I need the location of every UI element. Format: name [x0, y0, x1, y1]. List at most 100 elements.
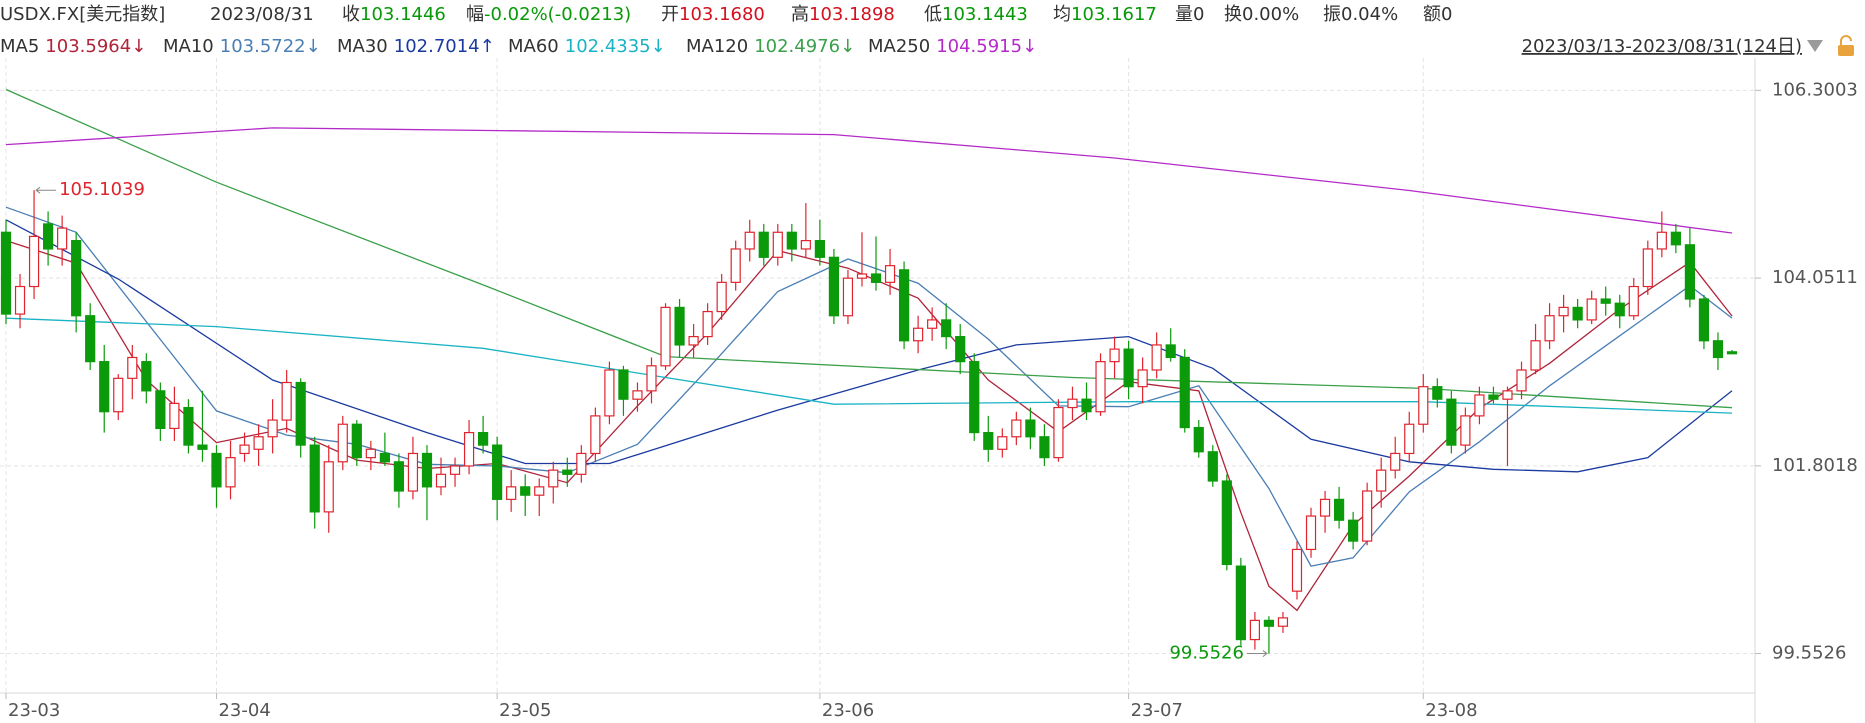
candle-body [1039, 436, 1050, 459]
candle-body [85, 315, 96, 363]
ma-line [5, 127, 1733, 234]
candle-body [323, 461, 334, 513]
field-value: 0.00% [1242, 4, 1299, 25]
legend-trend: ↓ [131, 36, 146, 57]
min-pointer [1246, 650, 1268, 657]
quote-field: 振0.04% [1323, 4, 1398, 25]
candle-body [716, 281, 727, 313]
candle-body [590, 415, 601, 455]
max-pointer [35, 186, 57, 194]
candle-body [856, 273, 868, 279]
field-label: 振 [1323, 4, 1341, 25]
candle-body [786, 231, 797, 250]
legend-trend: ↓ [840, 36, 855, 57]
field-value: 0.04% [1341, 4, 1398, 25]
candle-body [393, 461, 405, 492]
date-range[interactable]: 2023/03/13-2023/08/31(124日) [1522, 36, 1802, 57]
candle-body [449, 465, 461, 475]
candle-body [1235, 565, 1246, 641]
candle-body [1698, 298, 1710, 342]
candle-body [1319, 498, 1331, 517]
candle-body [1474, 394, 1485, 417]
y-tick-label: 99.5526 [1772, 643, 1846, 664]
x-tick-label: 23-06 [822, 700, 874, 721]
legend-trend: ↑ [480, 36, 495, 57]
quote-field: 换0.00% [1224, 4, 1299, 25]
candle-body [421, 452, 433, 488]
field-value: 103.1446 [360, 4, 446, 25]
candle-body [913, 327, 924, 342]
ma-line [5, 317, 1733, 414]
candle-body [548, 469, 559, 488]
lock-icon[interactable] [1838, 35, 1854, 56]
candle-body [42, 223, 54, 250]
candle-body [1530, 340, 1541, 371]
candle-body [407, 452, 419, 492]
candle-body [1418, 386, 1429, 425]
legend-entry: MA5 103.5964↓ [0, 36, 146, 57]
candle-body [688, 336, 699, 346]
candle-body [1362, 490, 1373, 542]
candle-body [983, 431, 994, 450]
legend-value: 104.5915 [936, 36, 1022, 57]
candle-body [520, 486, 531, 496]
legend-name: MA5 [0, 36, 39, 57]
candle-body [1628, 285, 1639, 317]
candle-body [99, 361, 110, 413]
x-tick-label: 23-07 [1131, 700, 1183, 721]
dropdown-arrow[interactable] [1807, 40, 1823, 52]
candle-body [969, 361, 980, 434]
candle-body [660, 306, 671, 367]
candle-body [730, 248, 741, 283]
candle-body [197, 444, 208, 450]
candle-body [1165, 344, 1176, 359]
candle-body [1095, 361, 1106, 413]
legend-value: 103.5964 [45, 36, 131, 57]
legend-name: MA10 [163, 36, 214, 57]
field-value: 103.1898 [809, 4, 895, 25]
candle-body [800, 240, 811, 250]
candle-body [632, 390, 643, 400]
candle-body [828, 256, 840, 317]
legend-value: 102.7014 [394, 36, 480, 57]
candle-body [1544, 315, 1555, 342]
legend-value: 103.5722 [220, 36, 306, 57]
lock-shackle [1840, 35, 1852, 46]
candle-body [379, 452, 390, 463]
candle-body [435, 473, 447, 488]
x-tick-label: 23-05 [499, 700, 551, 721]
ma-line [5, 219, 1733, 473]
field-label: 换 [1224, 4, 1242, 25]
candle-body [1333, 498, 1345, 521]
quote-field: 开103.1680 [661, 4, 765, 25]
candle-body [28, 235, 40, 288]
quote-field: 均103.1617 [1053, 4, 1157, 25]
candle-body [1656, 231, 1667, 250]
candle-body [814, 240, 825, 258]
candle-body [955, 336, 966, 363]
candle-body [506, 486, 517, 500]
candle-body [1488, 394, 1499, 400]
candle-body [1390, 452, 1401, 471]
quote-field: 量0 [1175, 4, 1204, 25]
field-value: -0.02%(-0.0213) [484, 4, 631, 25]
field-value: 103.1617 [1071, 4, 1157, 25]
x-tick-label: 23-03 [8, 700, 60, 721]
legend-name: MA250 [868, 36, 930, 57]
field-label: 低 [924, 4, 942, 25]
candle-body [225, 457, 236, 488]
candle-body [492, 444, 503, 500]
candle-body [1670, 231, 1681, 246]
candle-body [351, 423, 362, 459]
legend-value: 102.4976 [754, 36, 840, 57]
candle-body [674, 306, 685, 346]
field-label: 均 [1053, 4, 1071, 25]
ma-line [5, 206, 1733, 567]
candle-body [1151, 344, 1162, 371]
candle-body [744, 231, 755, 250]
field-value: 103.1443 [942, 4, 1028, 25]
candle-body [478, 431, 489, 446]
candle-body [1726, 351, 1738, 355]
lock-body [1838, 45, 1854, 56]
